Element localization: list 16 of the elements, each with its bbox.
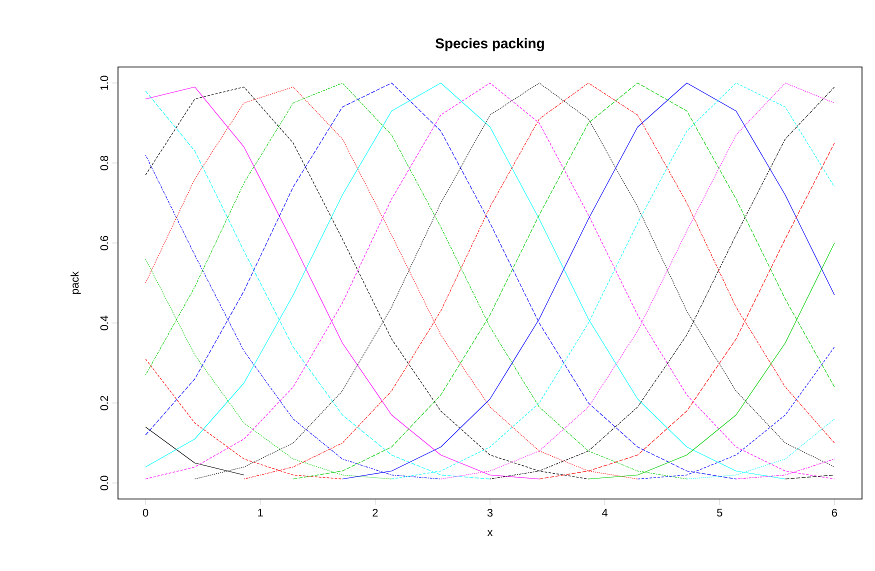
y-tick-label: 0.8: [100, 156, 108, 170]
x-tick-label: 3: [487, 508, 493, 517]
x-tick-label: 1: [258, 508, 263, 516]
y-tick-label: 1.0: [100, 76, 108, 90]
x-tick-label: 0: [142, 508, 148, 517]
x-tick-label: 6: [832, 508, 838, 517]
chart-title: Species packing: [436, 38, 544, 52]
x-tick-label: 2: [372, 508, 378, 517]
y-axis-title: pack: [70, 271, 81, 294]
x-axis-title: x: [487, 530, 493, 536]
y-tick-label: 0.0: [100, 476, 108, 490]
y-tick-label: 0.4: [100, 316, 108, 330]
x-tick-label: 5: [717, 508, 722, 517]
y-tick-label: 0.6: [100, 236, 108, 250]
x-tick-label: 4: [602, 508, 608, 516]
y-tick-label: 0.2: [100, 396, 108, 410]
